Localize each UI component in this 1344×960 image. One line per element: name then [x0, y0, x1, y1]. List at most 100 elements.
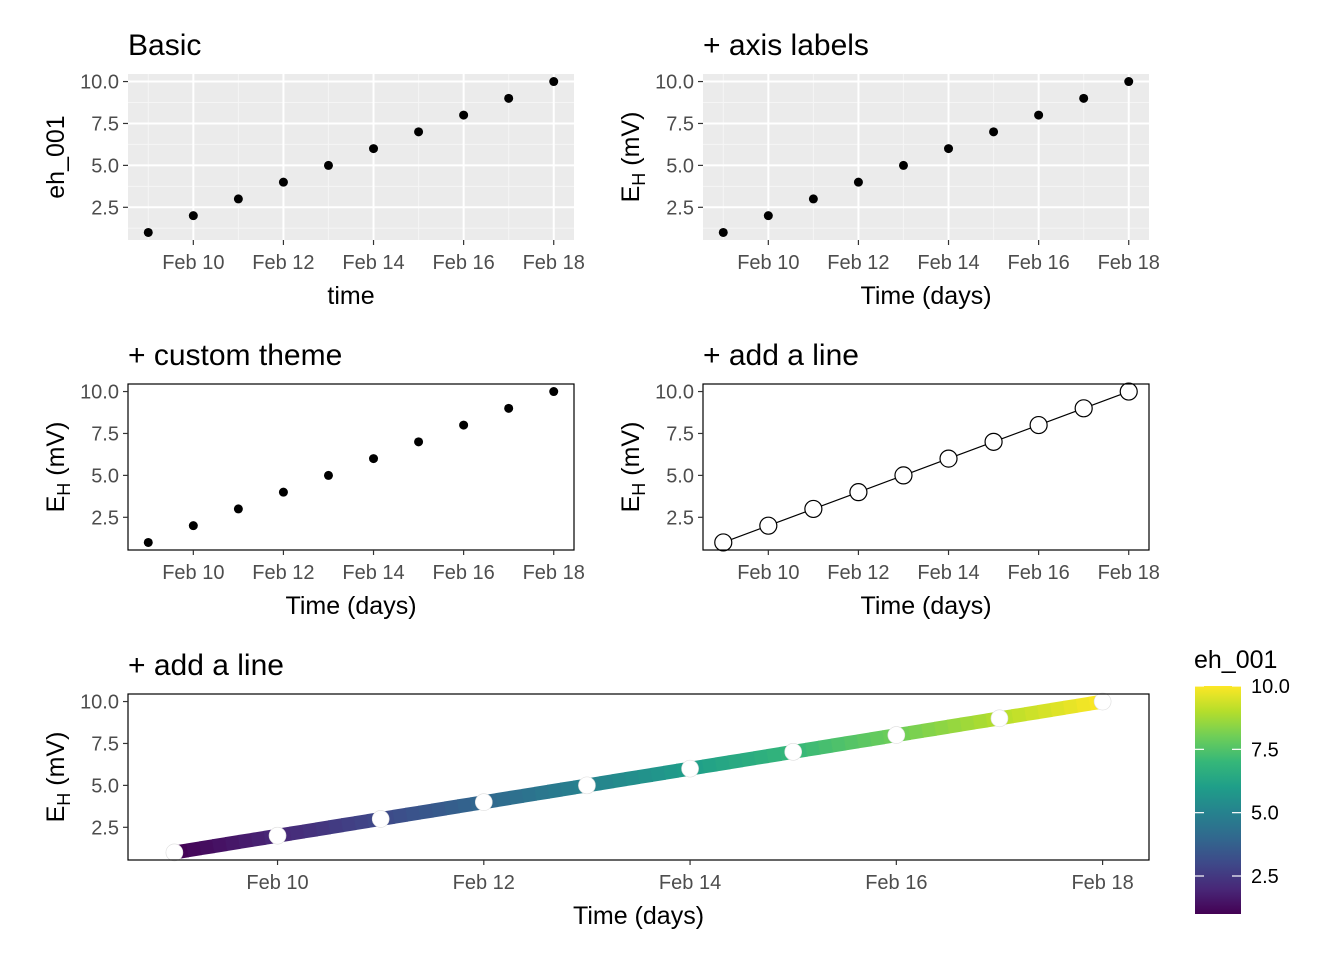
- x-tick-label: Feb 10: [162, 562, 224, 584]
- line-segment: [766, 747, 782, 763]
- x-tick-label: Feb 14: [342, 562, 404, 584]
- line-segment: [199, 839, 215, 856]
- x-tick-label: Feb 10: [737, 562, 799, 584]
- data-point: [849, 483, 868, 502]
- y-tick-label: 7.5: [91, 113, 119, 135]
- line-segment: [959, 715, 976, 732]
- data-point: [1074, 399, 1093, 418]
- data-point: [718, 227, 728, 237]
- x-tick-label: Feb 12: [827, 562, 889, 584]
- plot-background: [703, 74, 1149, 240]
- data-point: [939, 449, 958, 468]
- line-segment: [250, 830, 267, 847]
- y-tick-label: 5.0: [91, 155, 119, 177]
- x-tick-label: Feb 10: [162, 252, 224, 274]
- panel-3: + custom theme Feb 10 Feb 12 Feb 14 Feb 16 Fe…: [42, 339, 585, 620]
- x-tick-label: Feb 14: [917, 252, 979, 274]
- y-axis-label: EH (mV): [617, 112, 649, 203]
- color-legend: eh_001 2.5 5.0 7.5 10.0: [1194, 646, 1290, 914]
- data-point: [1034, 110, 1044, 120]
- line-segment: [418, 803, 434, 820]
- line-segment: [521, 786, 538, 803]
- plot-frame: [127, 693, 1150, 861]
- data-point: [323, 160, 333, 170]
- x-tick-label: Feb 14: [342, 252, 404, 274]
- x-tick-label: Feb 10: [246, 872, 308, 894]
- line-segment: [663, 763, 679, 780]
- data-point: [681, 759, 699, 778]
- x-tick-label: Feb 10: [737, 252, 799, 274]
- line-segment: [598, 774, 615, 791]
- y-tick-label: 7.5: [91, 423, 119, 445]
- y-axis-label: eh_001: [42, 115, 70, 198]
- line-segment: [224, 835, 241, 851]
- plot-frame: [702, 383, 1150, 551]
- line-segment: [921, 721, 937, 738]
- line-segment: [805, 740, 821, 757]
- x-axis-label: Time (days): [860, 282, 991, 310]
- data-point: [369, 144, 379, 154]
- data-point: [808, 194, 818, 204]
- y-tick-label: 5.0: [666, 465, 694, 487]
- line-segment: [1024, 705, 1040, 722]
- line-segment: [328, 818, 344, 835]
- x-tick-label: Feb 12: [252, 562, 314, 584]
- colorbar: [1195, 686, 1241, 914]
- line-segment: [753, 749, 770, 766]
- line-segment: [315, 820, 331, 837]
- data-point: [459, 110, 469, 120]
- x-axis-label: Time (days): [860, 592, 991, 620]
- y-tick-label: 7.5: [91, 733, 119, 755]
- y-tick-label: 10.0: [655, 72, 694, 94]
- data-point: [165, 843, 184, 862]
- y-tick-label: 7.5: [666, 423, 694, 445]
- data-point: [763, 211, 773, 221]
- panel-title: + add a line: [703, 339, 859, 372]
- y-tick-label: 2.5: [91, 817, 119, 839]
- data-point: [143, 227, 153, 237]
- line-segment: [302, 822, 318, 839]
- line-segment: [495, 791, 512, 807]
- y-tick-label: 10.0: [80, 382, 119, 404]
- y-tick-label: 5.0: [666, 155, 694, 177]
- y-tick-label: 2.5: [91, 197, 119, 219]
- line-segment: [1075, 696, 1092, 713]
- data-point: [549, 387, 559, 397]
- line-segment: [444, 799, 460, 816]
- data-point: [714, 533, 733, 552]
- data-point: [188, 211, 198, 221]
- data-point: [1093, 692, 1112, 711]
- y-axis-label: EH (mV): [42, 422, 74, 513]
- data-point: [278, 177, 288, 187]
- data-point: [371, 810, 390, 828]
- x-axis-label: Time (days): [573, 902, 704, 930]
- line-segment: [714, 755, 731, 772]
- line-segment: [456, 797, 473, 814]
- data-point: [804, 499, 823, 519]
- x-tick-label: Feb 18: [1098, 562, 1160, 584]
- panel-4: + add a line Feb 10 Feb 12 Feb 14 Feb 16 Feb …: [617, 339, 1160, 620]
- y-axis-label: EH (mV): [42, 732, 74, 823]
- data-point: [1124, 77, 1134, 87]
- x-tick-label: Feb 16: [432, 252, 494, 274]
- data-point: [989, 127, 999, 137]
- y-tick-label: 2.5: [666, 507, 694, 529]
- data-point: [504, 403, 514, 413]
- x-tick-label: Feb 16: [1007, 252, 1069, 274]
- y-tick-label: 10.0: [80, 692, 119, 714]
- x-tick-label: Feb 14: [917, 562, 979, 584]
- line-segment: [869, 730, 886, 747]
- line-segment: [972, 713, 989, 730]
- line-segment: [534, 784, 550, 801]
- data-point: [759, 516, 778, 535]
- data-point: [853, 177, 863, 187]
- y-tick-label: 5.0: [91, 465, 119, 487]
- line-segment: [237, 832, 254, 849]
- series-line: [723, 390, 1129, 544]
- data-point: [414, 127, 424, 137]
- line-segment: [560, 780, 576, 797]
- line-segment: [508, 788, 525, 805]
- panel-5: + add a line Feb 10 Feb 12 Feb 14 Feb 16 Feb …: [42, 649, 1150, 930]
- panel-2: + axis labels Feb 10 Feb 12 Feb 14 Feb 16 Feb…: [617, 29, 1160, 310]
- line-segment: [353, 814, 370, 831]
